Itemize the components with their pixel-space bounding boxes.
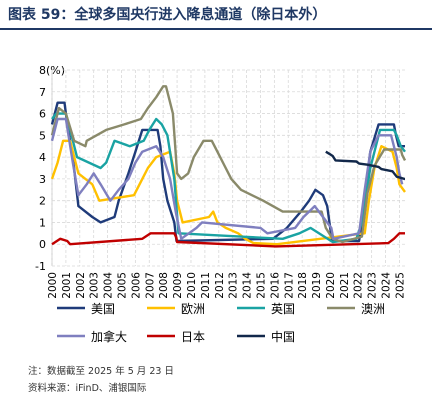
y-tick-label: -1 (35, 260, 46, 273)
x-tick-label: 2013 (228, 272, 240, 299)
x-tick-label: 2012 (214, 272, 226, 299)
x-tick-label: 2019 (311, 272, 323, 299)
series-line (50, 85, 407, 244)
x-tick-label: 2008 (158, 272, 170, 299)
legend-label: 欧洲 (181, 302, 205, 316)
x-tick-label: 2011 (200, 272, 212, 299)
x-tick-label: 2007 (144, 272, 156, 299)
y-tick-label: 8 (39, 64, 46, 77)
y-tick-label: 1 (39, 216, 46, 229)
y-tick-label: 4 (39, 151, 46, 164)
y-tick-label: 6 (39, 108, 46, 121)
series-lines (50, 85, 407, 248)
x-tick-label: 2014 (242, 272, 254, 299)
x-tick-label: 2010 (186, 272, 198, 299)
policy-rate-chart: (%) -1 0 1 2 3 4 5 6 7 8 2000 2001 2002 2003 2004 2005… (35, 64, 407, 344)
x-tick-label: 2017 (283, 272, 295, 299)
y-tick-label: 7 (39, 86, 46, 99)
y-tick-label: 0 (39, 238, 46, 251)
x-tick-label: 2006 (130, 272, 142, 299)
series-line (50, 117, 404, 240)
x-tick-label: 2022 (353, 272, 365, 299)
x-tick-label: 2016 (269, 272, 281, 299)
x-tick-label: 2001 (61, 272, 73, 299)
x-tick-label: 2002 (75, 272, 87, 299)
x-axis-ticks: 2000 2001 2002 2003 2004 2005 2006 2007 2008 2009… (47, 272, 406, 299)
x-tick-label: 2000 (47, 272, 59, 299)
legend-label: 日本 (181, 330, 205, 344)
y-axis-ticks: -1 0 1 2 3 4 5 6 7 8 (35, 64, 46, 273)
y-tick-label: 3 (39, 173, 46, 186)
x-tick-label: 2009 (172, 272, 184, 299)
y-axis-label: (%) (46, 64, 65, 77)
legend-label: 加拿大 (91, 329, 127, 344)
series-line (51, 112, 406, 244)
legend-label: 澳洲 (361, 302, 385, 316)
source-note: 资料来源：iFinD、浦银国际 (28, 383, 147, 394)
page-title: 图表 59：全球多国央行进入降息通道（除日本外） (8, 7, 327, 23)
title-divider (0, 28, 432, 30)
y-tick-label: 5 (39, 129, 46, 142)
series-line (51, 232, 405, 248)
legend-label: 英国 (271, 302, 295, 316)
x-tick-label: 2005 (116, 272, 128, 299)
x-tick-label: 2025 (394, 272, 406, 299)
x-tick-label: 2004 (103, 272, 115, 299)
x-tick-label: 2015 (255, 272, 267, 299)
legend-label: 中国 (271, 329, 295, 344)
x-tick-label: 2020 (325, 272, 337, 299)
y-tick-label: 2 (39, 195, 46, 208)
data-note: 注：数据截至 2025 年 5 月 23 日 (28, 366, 174, 377)
x-tick-label: 2021 (339, 272, 351, 299)
x-tick-label: 2003 (89, 272, 101, 299)
x-tick-label: 2024 (381, 272, 393, 299)
series-line (325, 150, 406, 181)
legend-label: 美国 (91, 302, 115, 316)
x-tick-label: 2023 (367, 272, 379, 299)
x-tick-label: 2018 (297, 272, 309, 299)
